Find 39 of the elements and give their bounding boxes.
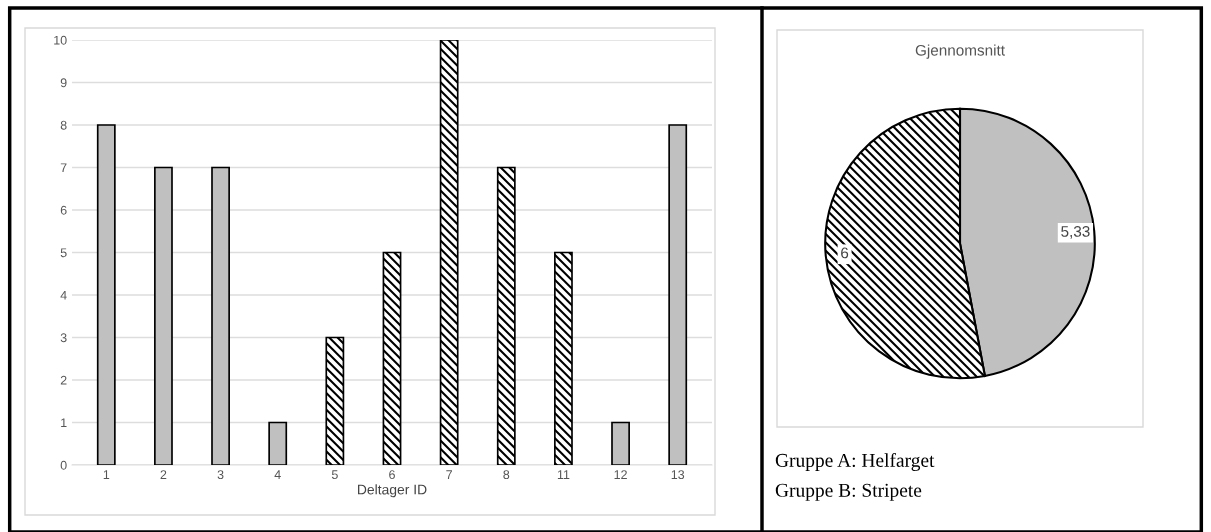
bar	[554, 251, 573, 465]
y-tick-label: 9	[60, 78, 67, 88]
y-tick-label: 7	[60, 163, 67, 173]
bar	[382, 251, 402, 465]
x-tick-label: 13	[671, 470, 685, 480]
y-tick-label: 1	[61, 418, 67, 428]
bar	[154, 166, 173, 465]
x-tick-label: 3	[217, 470, 224, 480]
x-tick-label: 12	[614, 470, 627, 479]
data-label: 5,33	[1061, 226, 1090, 239]
bar	[96, 124, 116, 465]
y-tick-label: 10	[54, 35, 67, 45]
x-tick-label: 1	[103, 470, 110, 479]
x-tick-label: 6	[389, 470, 395, 480]
bar	[496, 166, 516, 465]
x-tick-label: 8	[503, 470, 510, 480]
bar	[668, 124, 688, 465]
bar	[439, 40, 459, 465]
x-tick-label: 2	[160, 470, 167, 479]
y-tick-label: 0	[60, 460, 67, 470]
text: Gruppe A: Helfarget	[775, 453, 935, 471]
x-tick-label: 11	[557, 470, 570, 479]
text: Gruppe B: Stripete	[775, 483, 922, 501]
y-tick-label: 4	[60, 290, 67, 300]
bar	[611, 421, 630, 465]
y-tick-label: 2	[60, 375, 67, 385]
bar	[268, 421, 288, 465]
bar	[211, 166, 230, 465]
y-tick-label: 3	[60, 333, 67, 343]
x-tick-label: 7	[446, 470, 452, 479]
x-axis-title: Deltager ID	[358, 484, 427, 498]
bar	[325, 336, 345, 465]
y-tick-label: 8	[60, 120, 67, 130]
data-label: 6	[841, 247, 849, 259]
x-tick-label: 5	[331, 470, 338, 480]
y-tick-label: 6	[60, 205, 67, 215]
x-tick-label: 4	[274, 470, 281, 479]
chart-title: Gjennomsnitt	[915, 44, 1005, 59]
y-tick-label: 5	[60, 248, 67, 258]
